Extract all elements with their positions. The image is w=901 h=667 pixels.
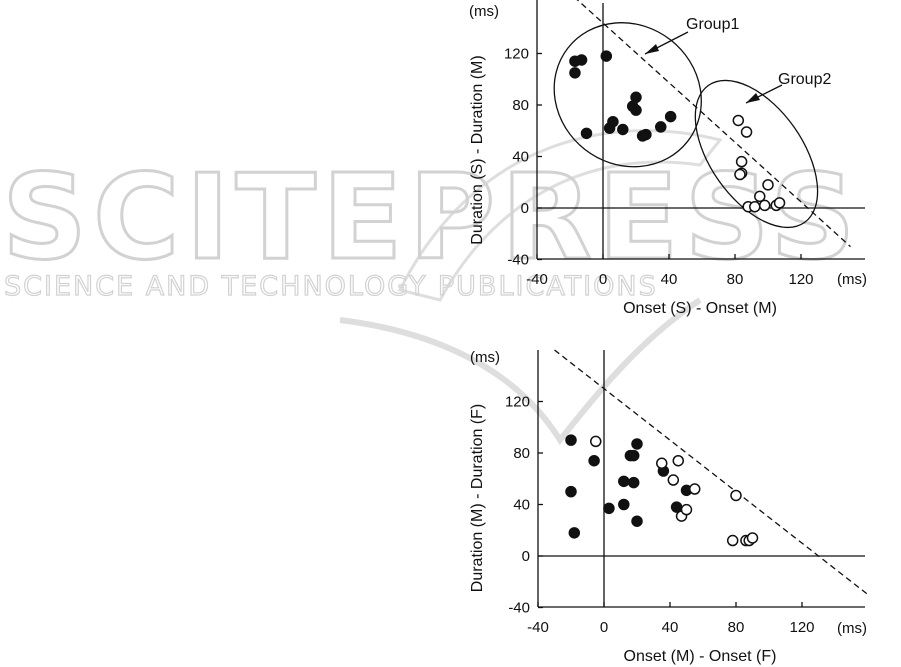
- filled-data-point: [655, 121, 667, 133]
- open-data-point: [656, 457, 668, 470]
- x-unit-label-top: (ms): [837, 271, 867, 288]
- watermark-title: SCITEPRESS: [2, 148, 861, 286]
- top-x-tick-label: -40: [526, 271, 548, 288]
- ticks-top: -40 0 40 80 120 -40 0 40 80 120: [504, 46, 814, 289]
- bottom-y-tick-label: 40: [513, 497, 530, 514]
- filled-data-point: [618, 475, 630, 488]
- filled-data-point: [588, 454, 600, 467]
- top-y-tick-label: -40: [507, 252, 529, 269]
- points-top: [569, 50, 786, 213]
- open-data-point: [773, 197, 786, 209]
- filled-data-point: [640, 128, 652, 141]
- bottom-y-tick-label: 120: [505, 394, 530, 411]
- filled-data-point: [580, 127, 593, 140]
- group1-ellipse: [553, 22, 702, 168]
- open-data-point: [590, 435, 602, 448]
- open-data-point: [735, 155, 748, 168]
- x-axis-title-bottom: Onset (M) - Onset (F): [624, 648, 777, 665]
- open-data-point: [732, 114, 745, 127]
- filled-data-point: [617, 123, 629, 136]
- axes-bottom: -40 0 40 80 120 -40 0 40 80 120: [505, 350, 865, 636]
- open-data-point: [758, 199, 771, 212]
- watermark-subtitle: SCIENCE AND TECHNOLOGY PUBLICATIONS: [4, 271, 658, 302]
- x-axis-title-top: Onset (S) - Onset (M): [623, 300, 777, 317]
- filled-data-point: [630, 104, 642, 116]
- bottom-x-tick-label: 80: [728, 619, 745, 636]
- bottom-x-tick-label: 120: [789, 619, 814, 636]
- bottom-x-tick-label: 0: [600, 619, 608, 636]
- filled-data-point: [575, 54, 588, 66]
- y-axis-title-bottom: Duration (M) - Duration (F): [469, 404, 486, 592]
- top-x-tick-label: 120: [788, 271, 813, 288]
- filled-data-point: [565, 434, 577, 446]
- top-x-tick-label: 80: [727, 271, 744, 288]
- bottom-y-tick-label: 80: [513, 445, 530, 462]
- group1-label: Group1: [686, 16, 739, 33]
- watermark-swoosh-shape-lower: [339, 297, 702, 446]
- open-data-point: [762, 179, 774, 191]
- x-unit-label-bottom: (ms): [837, 620, 867, 637]
- watermark-swoosh-shape: [397, 129, 723, 302]
- filled-data-point: [568, 527, 581, 539]
- axes-top: -40 0 40 80 120 -40 0 40 80 120: [504, 0, 865, 288]
- open-data-point: [689, 483, 701, 495]
- filled-data-point: [618, 498, 630, 511]
- group2-label: Group2: [778, 71, 831, 88]
- bottom-y-tick-label: 0: [522, 548, 530, 565]
- bottom-x-tick-label: -40: [527, 619, 549, 636]
- group1-arrowhead: [645, 44, 659, 54]
- filled-data-point: [565, 485, 577, 498]
- open-data-point: [754, 190, 766, 203]
- y-axis-title-top: Duration (S) - Duration (M): [469, 55, 486, 244]
- filled-data-point: [607, 115, 619, 128]
- open-data-point: [726, 534, 739, 547]
- open-data-point: [667, 474, 680, 486]
- y-unit-label-top: (ms): [469, 3, 499, 20]
- filled-data-point: [630, 91, 642, 104]
- open-data-point: [730, 489, 742, 502]
- open-data-point: [740, 126, 753, 138]
- filled-data-point: [627, 476, 640, 489]
- bottom-x-tick-label: 40: [662, 619, 679, 636]
- bottom-y-tick-label: -40: [508, 600, 530, 617]
- top-y-tick-label: 80: [512, 97, 529, 114]
- ticks-bottom: -40 0 40 80 120 -40 0 40 80 120: [505, 394, 815, 637]
- top-y-tick-label: 0: [521, 200, 529, 217]
- y-unit-label-bottom: (ms): [470, 349, 500, 366]
- filled-data-point: [627, 449, 640, 462]
- filled-data-point: [664, 110, 677, 123]
- top-x-tick-label: 0: [599, 271, 607, 288]
- reference-dashed-line-bottom: [554, 349, 869, 596]
- top-y-tick-label: 40: [512, 149, 529, 166]
- open-data-point: [734, 168, 746, 181]
- open-data-point: [672, 454, 684, 467]
- filled-data-point: [631, 438, 643, 450]
- filled-data-point: [569, 67, 581, 79]
- group2-arrowhead: [746, 93, 760, 103]
- top-y-tick-label: 120: [504, 46, 529, 63]
- reference-dashed-line-top: [576, 0, 851, 248]
- group2-ellipse: [694, 79, 819, 229]
- top-x-tick-label: 40: [661, 271, 678, 288]
- filled-data-point: [603, 502, 615, 515]
- filled-data-point: [631, 515, 643, 527]
- filled-data-point: [600, 50, 613, 62]
- open-data-point: [680, 503, 693, 516]
- open-data-point: [746, 532, 759, 544]
- points-bottom: [565, 434, 759, 547]
